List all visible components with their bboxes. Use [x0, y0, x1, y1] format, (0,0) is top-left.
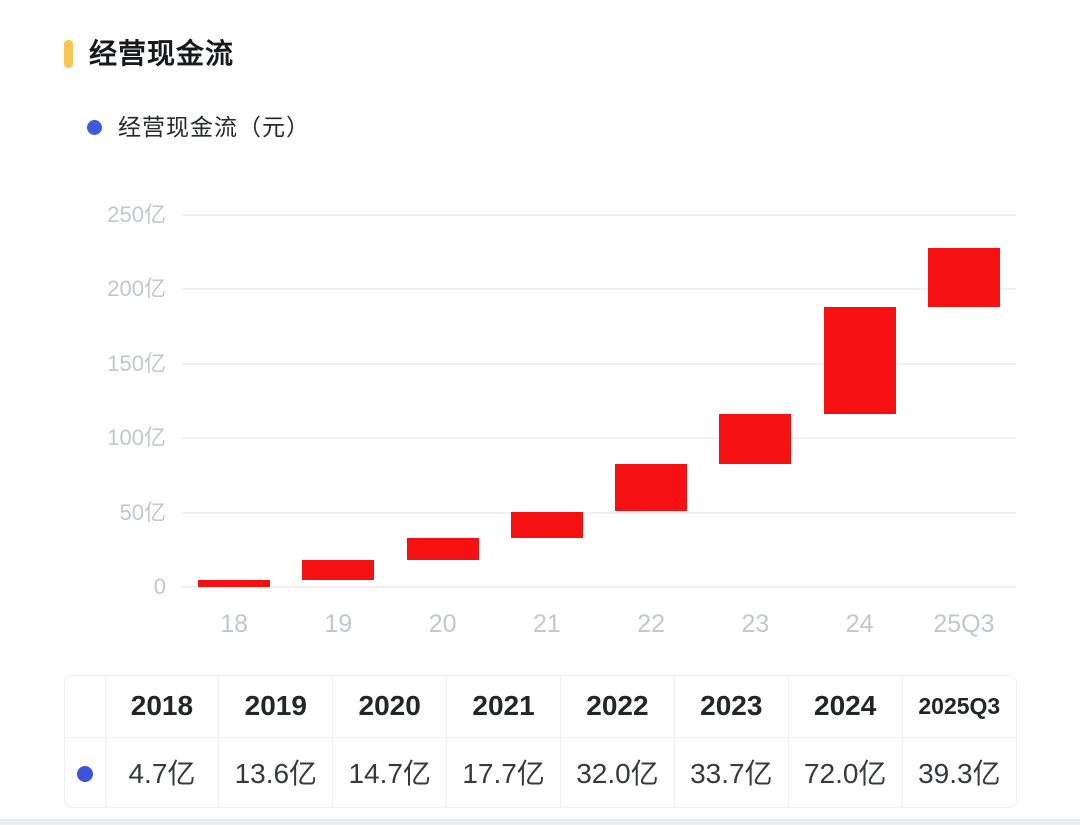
bar-24[interactable] [823, 306, 896, 414]
table-header-row: 2018 2019 2020 2021 2022 2023 2024 2025Q… [65, 676, 1016, 738]
y-axis-label: 0 [153, 574, 166, 599]
value-2019: 13.6亿 [218, 737, 334, 807]
table-header-2020: 2020 [332, 676, 448, 738]
bar-23[interactable] [719, 413, 792, 464]
page-title: 经营现金流 [89, 38, 235, 69]
x-axis-label-25Q3: 25Q3 [933, 610, 995, 638]
value-2020: 14.7亿 [332, 737, 448, 807]
legend-dot-icon [87, 119, 102, 135]
cashflow-data-table: 2018 2019 2020 2021 2022 2023 2024 2025Q… [64, 675, 1017, 808]
x-axis-label-19: 19 [324, 610, 353, 638]
title-accent-bar-icon [64, 40, 73, 68]
x-axis-label-21: 21 [533, 610, 561, 638]
table-header-2018: 2018 [105, 676, 220, 738]
series-dot-cell [65, 737, 106, 807]
bar-25Q3[interactable] [927, 248, 1000, 307]
value-2024: 72.0亿 [788, 737, 903, 807]
y-axis-label: 100亿 [107, 425, 166, 451]
bar-21[interactable] [510, 511, 583, 538]
table-header-2021: 2021 [446, 676, 561, 738]
table-header-2025q3: 2025Q3 [902, 676, 1016, 738]
series-dot-icon [76, 765, 93, 782]
table-header-2019: 2019 [218, 676, 334, 738]
y-axis-label: 50亿 [119, 499, 166, 525]
section-header: 经营现金流 [64, 40, 234, 68]
y-axis-label: 200亿 [107, 276, 166, 302]
table-corner-cell [65, 676, 106, 738]
legend-label: 经营现金流（元） [118, 114, 310, 140]
gridline-0 [182, 586, 1016, 588]
table-header-2023: 2023 [674, 676, 789, 738]
page-bottom-edge [0, 819, 1080, 825]
x-axis-label-23: 23 [741, 610, 770, 638]
table-header-2024: 2024 [788, 676, 903, 738]
value-2023: 33.7亿 [674, 737, 789, 807]
bar-22[interactable] [615, 463, 688, 512]
table-value-row: 4.7亿 13.6亿 14.7亿 17.7亿 32.0亿 33.7亿 72.0亿… [65, 737, 1016, 807]
bar-19[interactable] [302, 559, 375, 580]
value-2025q3: 39.3亿 [902, 737, 1016, 807]
bar-20[interactable] [406, 537, 479, 560]
table-header-2022: 2022 [560, 676, 675, 738]
bar-18[interactable] [198, 580, 271, 587]
x-axis-label-20: 20 [428, 610, 457, 638]
y-axis-label: 150亿 [107, 350, 166, 376]
value-2021: 17.7亿 [446, 737, 561, 807]
gridline-100亿 [182, 437, 1016, 440]
gridline-200亿 [182, 288, 1016, 291]
gridline-50亿 [182, 511, 1016, 514]
x-axis-label-24: 24 [845, 610, 874, 638]
gridline-150亿 [182, 362, 1016, 365]
series-legend-item[interactable]: 经营现金流（元） [87, 114, 310, 140]
value-2022: 32.0亿 [560, 737, 675, 807]
gridline-250亿 [182, 214, 1016, 216]
y-axis-label: 250亿 [107, 202, 166, 227]
value-2018: 4.7亿 [105, 737, 220, 807]
x-axis-label-18: 18 [220, 610, 249, 638]
x-axis-label-22: 22 [637, 610, 666, 638]
